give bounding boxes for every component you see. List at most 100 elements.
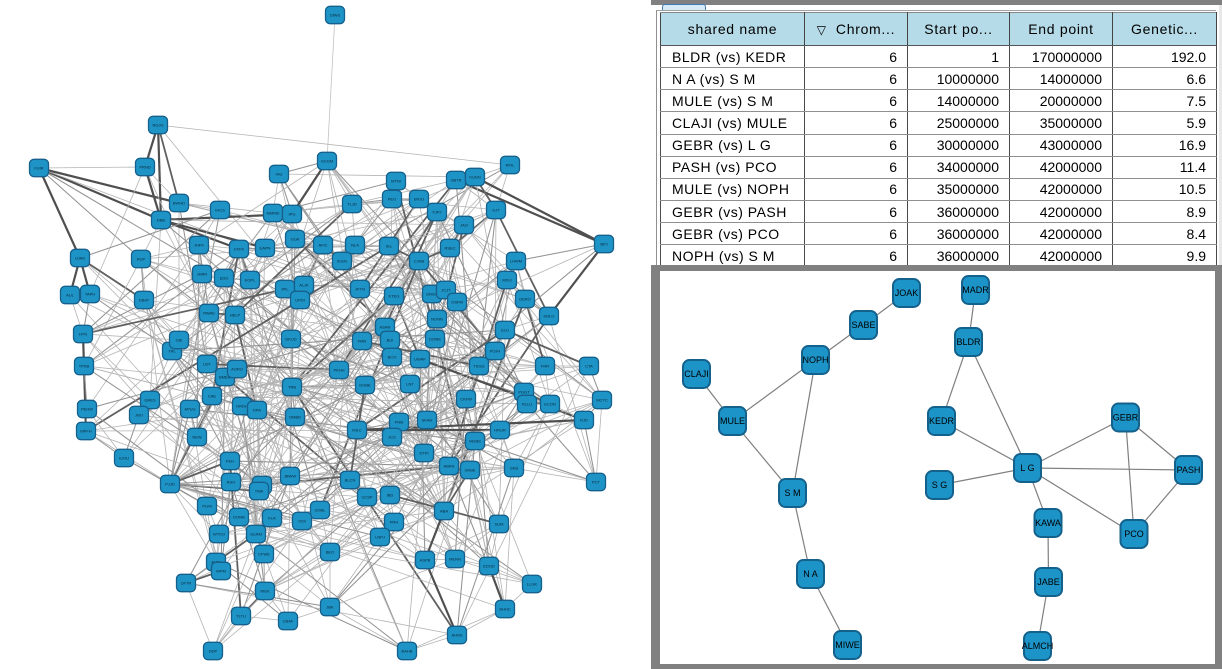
svg-text:BWHD: BWHD xyxy=(173,201,185,206)
svg-text:TSGG: TSGG xyxy=(473,364,484,369)
svg-text:CBI: CBI xyxy=(176,338,183,343)
svg-text:EDOD: EDOD xyxy=(483,564,495,569)
svg-text:JBK: JBK xyxy=(326,605,334,610)
svg-text:JCJT: JCJT xyxy=(441,288,451,293)
svg-text:SKAH: SKAH xyxy=(422,418,433,423)
svg-text:HTN: HTN xyxy=(79,332,87,337)
svg-text:RSEC: RSEC xyxy=(444,246,455,251)
svg-text:POJH: POJH xyxy=(490,349,501,354)
svg-text:IPIL: IPIL xyxy=(281,287,289,292)
svg-text:AHNS: AHNS xyxy=(451,633,462,638)
svg-text:GCGM: GCGM xyxy=(321,159,333,164)
svg-text:S G: S G xyxy=(932,480,948,490)
svg-text:RWAE: RWAE xyxy=(203,311,215,316)
svg-text:EUJ: EUJ xyxy=(501,328,509,333)
svg-text:DIWS: DIWS xyxy=(330,13,341,18)
svg-text:ALMCH: ALMCH xyxy=(1022,641,1054,651)
svg-text:PKHH: PKHH xyxy=(333,368,344,373)
svg-text:RIEK: RIEK xyxy=(260,589,270,594)
svg-text:TLTU: TLTU xyxy=(236,614,246,619)
svg-text:NGJG: NGJG xyxy=(152,123,163,128)
svg-text:CBAF: CBAF xyxy=(283,619,294,624)
svg-text:JAO: JAO xyxy=(460,223,468,228)
svg-text:FNR: FNR xyxy=(541,364,549,369)
svg-text:MULE: MULE xyxy=(720,416,745,426)
svg-text:TLJD: TLJD xyxy=(347,202,357,207)
svg-text:IBD: IBD xyxy=(387,493,394,498)
svg-text:PGGT: PGGT xyxy=(518,390,530,395)
svg-text:SABE: SABE xyxy=(851,320,875,330)
svg-text:ENSG: ENSG xyxy=(426,292,437,297)
svg-text:FEH: FEH xyxy=(226,459,234,464)
svg-text:GBTR: GBTR xyxy=(450,178,461,183)
svg-text:JWJ: JWJ xyxy=(135,413,143,418)
svg-text:BUI: BUI xyxy=(387,338,394,343)
svg-text:ERJU: ERJU xyxy=(414,197,425,202)
svg-text:N A: N A xyxy=(803,569,818,579)
svg-text:OMBD: OMBD xyxy=(289,415,301,420)
svg-text:CFWE: CFWE xyxy=(258,552,270,557)
svg-text:UJAD: UJAD xyxy=(75,256,86,261)
svg-text:HRUR: HRUR xyxy=(494,428,506,433)
svg-text:GLRM: GLRM xyxy=(250,532,262,537)
svg-text:GRES: GRES xyxy=(144,398,156,403)
svg-text:DBB: DBB xyxy=(157,218,166,223)
svg-text:MENN: MENN xyxy=(449,557,461,562)
svg-text:IPG: IPG xyxy=(289,212,296,217)
svg-text:JBWW: JBWW xyxy=(284,474,296,479)
svg-text:S M: S M xyxy=(784,488,800,498)
svg-text:AUL: AUL xyxy=(66,293,75,298)
svg-text:GJT: GJT xyxy=(492,208,500,213)
svg-text:JABE: JABE xyxy=(1037,577,1060,587)
svg-text:BCO: BCO xyxy=(388,355,397,360)
svg-text:PCT: PCT xyxy=(592,480,601,485)
svg-text:ABA: ABA xyxy=(440,509,448,514)
svg-text:JHRR: JHRR xyxy=(197,272,208,277)
svg-text:FJPJ: FJPJ xyxy=(432,210,441,215)
svg-text:DBAT: DBAT xyxy=(139,298,150,303)
svg-text:CTA: CTA xyxy=(585,364,593,369)
svg-text:L G: L G xyxy=(1020,463,1034,473)
svg-text:DGBE: DGBE xyxy=(359,383,371,388)
svg-text:PRND: PRND xyxy=(139,165,150,170)
svg-text:BEO: BEO xyxy=(326,550,334,555)
svg-text:PASH: PASH xyxy=(1177,465,1201,475)
svg-text:PRH: PRH xyxy=(390,520,399,525)
svg-text:DRDH: DRDH xyxy=(236,404,248,409)
svg-text:GLW: GLW xyxy=(291,237,300,242)
svg-text:BLCN: BLCN xyxy=(345,478,356,483)
svg-text:SKB: SKB xyxy=(510,466,518,471)
svg-text:DPA: DPA xyxy=(253,408,261,413)
svg-text:GKBE: GKBE xyxy=(464,468,475,473)
svg-text:NOPH: NOPH xyxy=(802,355,828,365)
svg-text:UCSP: UCSP xyxy=(361,495,372,500)
svg-text:JCS: JCS xyxy=(388,435,396,440)
svg-text:LNPJ: LNPJ xyxy=(375,535,385,540)
svg-text:FMN: FMN xyxy=(358,339,367,344)
svg-text:JOAK: JOAK xyxy=(895,288,919,298)
svg-text:CJHB: CJHB xyxy=(414,259,425,264)
svg-text:WPM: WPM xyxy=(216,569,226,574)
svg-text:CFFK: CFFK xyxy=(234,247,245,252)
svg-text:DOME: DOME xyxy=(429,337,441,342)
svg-text:TRB: TRB xyxy=(288,385,296,390)
svg-text:LLGK: LLGK xyxy=(527,582,538,587)
svg-text:FLR: FLR xyxy=(268,516,276,521)
svg-text:IEGN: IEGN xyxy=(337,259,347,264)
svg-text:ALJK: ALJK xyxy=(299,283,309,288)
svg-text:TAPH: TAPH xyxy=(85,292,95,297)
svg-text:JHFK: JHFK xyxy=(194,243,204,248)
svg-text:IHU: IHU xyxy=(276,172,283,177)
svg-text:MCTC: MCTC xyxy=(596,398,608,403)
svg-text:MPFH: MPFH xyxy=(80,429,91,434)
svg-text:HELP: HELP xyxy=(230,313,241,318)
svg-text:FUIR: FUIR xyxy=(34,166,43,171)
svg-text:CLAJI: CLAJI xyxy=(684,369,709,379)
svg-text:MIWE: MIWE xyxy=(835,640,860,650)
svg-text:PLIM: PLIM xyxy=(202,504,211,509)
svg-text:LHWM: LHWM xyxy=(510,259,522,264)
svg-text:UWAF: UWAF xyxy=(414,357,426,362)
svg-text:PEO: PEO xyxy=(388,197,396,202)
svg-text:RSG: RSG xyxy=(227,480,236,485)
svg-text:UFTR: UFTR xyxy=(181,581,192,586)
